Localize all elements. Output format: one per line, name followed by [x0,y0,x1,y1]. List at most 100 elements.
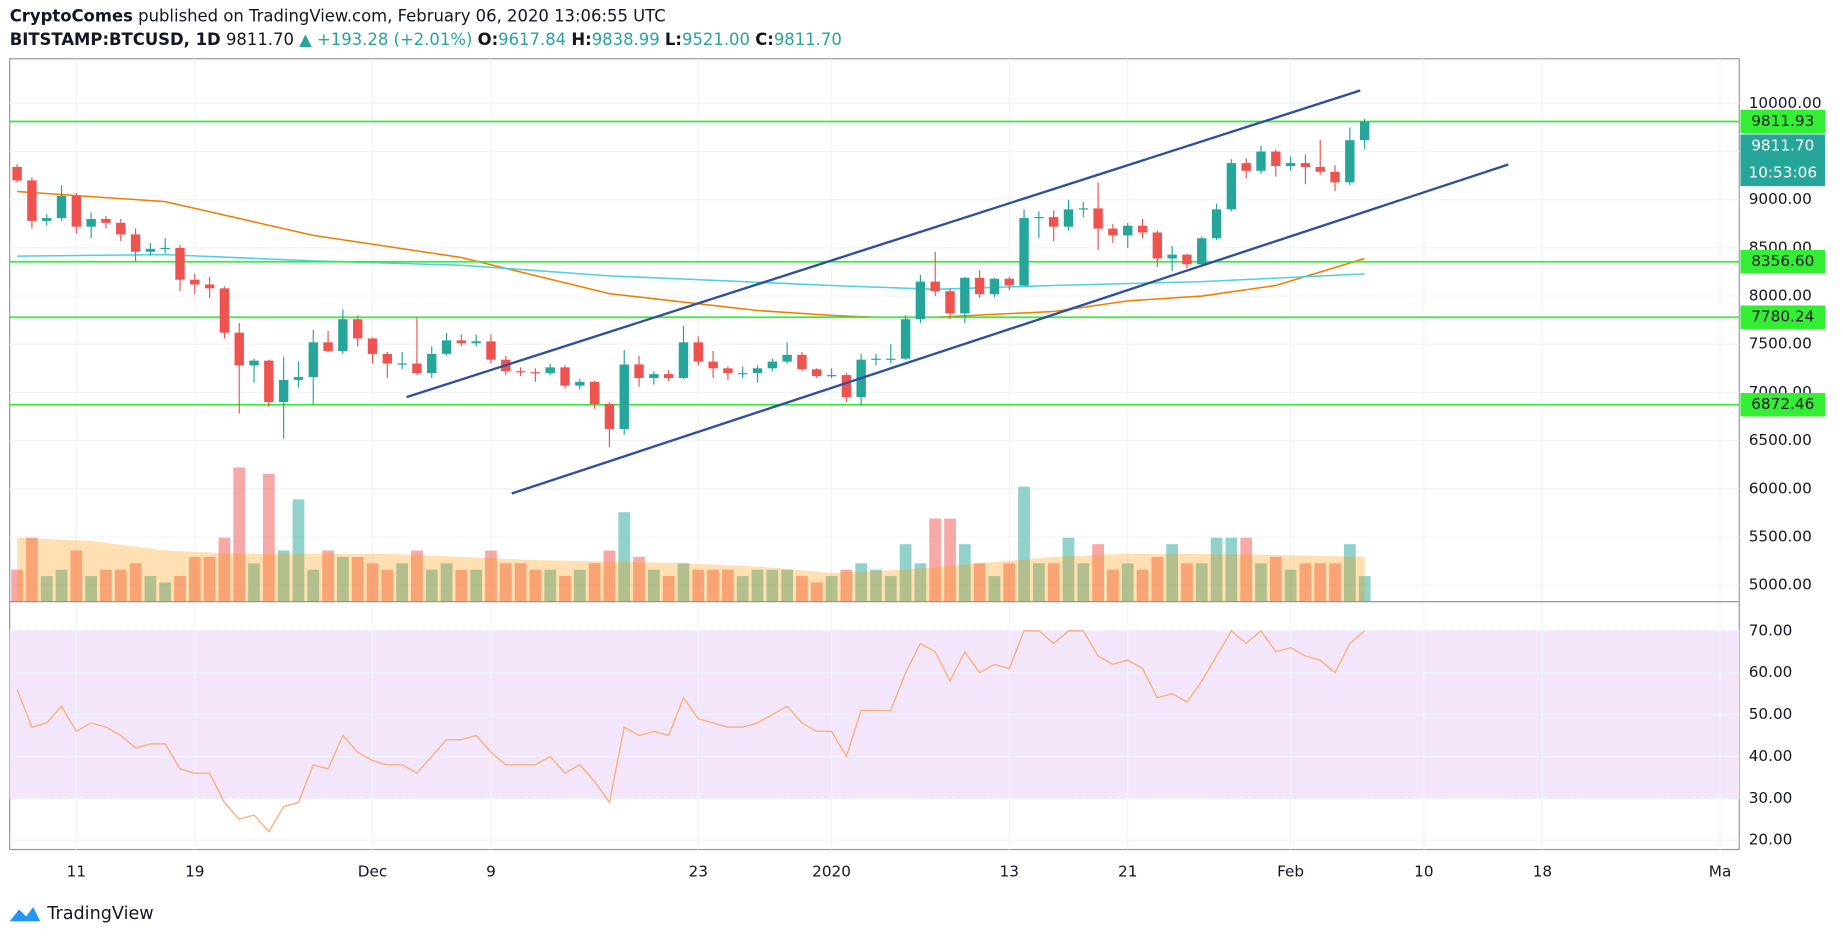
volume-bar [470,569,483,602]
level-label-box [1740,392,1826,417]
volume-bar [603,550,616,602]
symbol-line: BITSTAMP:BTCUSD, 1D 9811.70 ▲ +193.28 (+… [10,29,842,48]
candle-body [1211,209,1222,239]
level-label-box [1740,109,1826,134]
y-tick-label: 6000.00 [1749,479,1812,497]
candle-body [441,340,452,354]
candle-body [1123,225,1133,236]
volume-bar [85,576,98,602]
volume-bar [233,467,246,602]
candle-body [930,281,940,292]
candle-body [915,281,926,320]
volume-bar [647,569,660,602]
candle-body [1048,217,1059,227]
volume-bar [40,576,53,602]
volume-bar [1018,486,1030,602]
candle-body [782,354,792,362]
volume-bar [262,473,275,602]
trendline [511,163,1509,495]
y-tick-label: 5500.00 [1749,527,1812,545]
volume-bar [884,576,897,602]
published-line: CryptoComes published on TradingView.com… [10,6,666,25]
candle-body [382,353,393,364]
volume-bar [322,550,334,602]
volume-bar [1195,563,1208,602]
candle-body [12,166,22,181]
candle-body [352,319,363,339]
volume-bar [1166,544,1179,602]
candle-body [812,369,822,377]
volume-bar [218,537,231,602]
volume-bar [1358,576,1371,602]
candle-body [752,368,763,374]
candle-body [589,381,600,404]
candle-body [619,364,629,430]
volume-bar [485,550,497,602]
level-label-box [1740,249,1826,274]
volume-bar [1284,569,1297,602]
volume-bar [1121,563,1134,602]
volume-bar [781,569,794,602]
volume-bar [677,563,690,602]
volume-bar [796,576,808,602]
volume-ma-area [17,537,1365,602]
moving-average [17,190,1365,319]
rsi-line [16,629,1366,833]
candle-body [678,342,689,378]
candle-body [338,319,348,351]
candle-body [456,340,467,344]
candle-body [1256,151,1266,171]
volume-bar [351,556,364,602]
candle-body [560,367,570,386]
candle-body [826,375,837,377]
candle-body [575,381,585,386]
change: ▲ +193.28 (+2.01%) [299,29,472,48]
candle-body [1108,228,1118,236]
countdown-label: 10:53:06 [1748,164,1817,182]
candle-body [989,278,1000,295]
x-tick-label: 2020 [812,862,851,880]
candle-body [1226,163,1237,210]
volume-bar [144,576,157,602]
volume-bar [411,550,423,602]
level-label: 7780.24 [1751,308,1814,326]
candle-body [293,377,304,380]
volume-bar [736,576,749,602]
ohlc-key: L: [665,29,682,48]
volume-bar [529,569,542,602]
volume-bar [840,569,853,602]
candle-body [797,354,807,370]
candle-body [486,341,496,360]
level-label: 9811.93 [1751,112,1814,130]
volume-bar [766,569,779,602]
candle-body [693,342,703,362]
candle-body [974,277,985,295]
volume-bar [188,556,201,602]
volume-bar [899,544,912,602]
symbol: BITSTAMP:BTCUSD, 1D [10,29,221,48]
candle-body [1004,278,1014,286]
volume-bar [973,563,986,602]
volume-bar [248,563,260,602]
candle-body [116,222,126,235]
volume-bar [292,499,305,602]
last: 9811.70 [226,29,294,48]
candle-body [530,372,541,374]
volume-bar [573,569,586,602]
candle-body [1152,232,1163,259]
candle-body [1241,163,1251,171]
x-tick-label: 19 [185,862,204,880]
volume-bar [1003,563,1016,602]
y-tick-label: 8000.00 [1749,287,1812,305]
candle-body [130,234,141,252]
volume-bar [114,569,127,602]
x-tick-label: 23 [689,862,708,880]
candle-body [900,319,911,359]
volume-bar [662,576,675,602]
candle-body [234,332,244,366]
candle-body [323,342,333,351]
volume-bar [544,569,557,602]
volume-bar [1062,537,1075,602]
logo-icon [9,907,41,922]
candle-body [145,248,156,252]
